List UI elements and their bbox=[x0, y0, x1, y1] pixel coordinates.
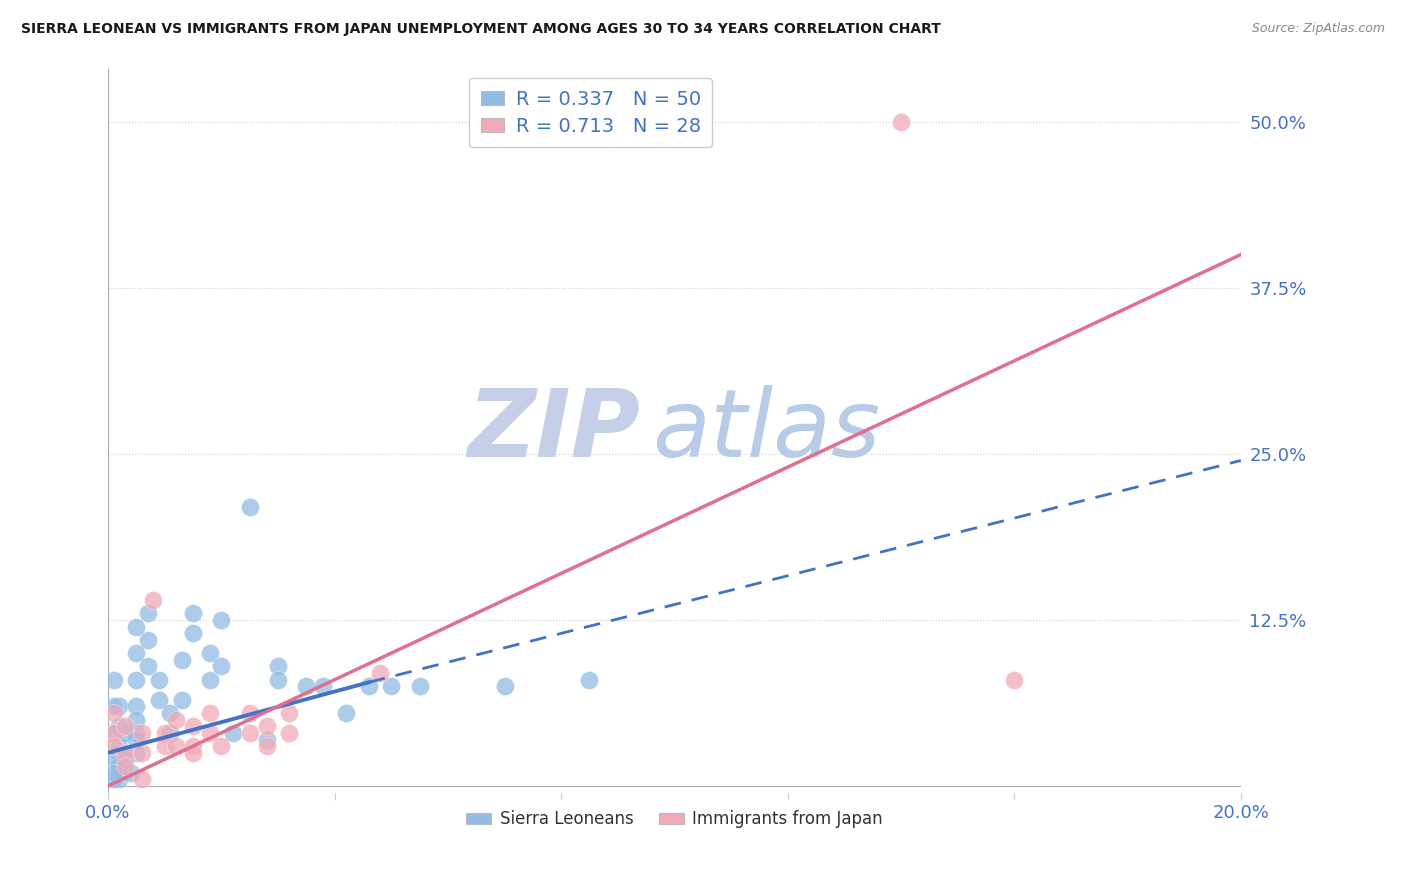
Point bbox=[209, 613, 232, 627]
Legend: Sierra Leoneans, Immigrants from Japan: Sierra Leoneans, Immigrants from Japan bbox=[460, 804, 889, 835]
Point bbox=[125, 746, 148, 760]
Point bbox=[181, 626, 204, 640]
Point bbox=[108, 772, 131, 787]
Point bbox=[181, 607, 204, 621]
Point bbox=[198, 706, 221, 720]
Point bbox=[278, 726, 301, 740]
Point bbox=[239, 500, 262, 514]
Point bbox=[108, 746, 131, 760]
Point bbox=[114, 759, 136, 773]
Point bbox=[114, 752, 136, 766]
Point bbox=[103, 765, 125, 780]
Point bbox=[125, 732, 148, 747]
Point bbox=[256, 739, 278, 753]
Point bbox=[221, 726, 243, 740]
Point bbox=[120, 765, 142, 780]
Point bbox=[136, 607, 159, 621]
Point bbox=[108, 719, 131, 733]
Point bbox=[1002, 673, 1025, 687]
Point bbox=[380, 679, 402, 693]
Text: SIERRA LEONEAN VS IMMIGRANTS FROM JAPAN UNEMPLOYMENT AMONG AGES 30 TO 34 YEARS C: SIERRA LEONEAN VS IMMIGRANTS FROM JAPAN … bbox=[21, 22, 941, 37]
Point bbox=[148, 692, 170, 706]
Point bbox=[136, 659, 159, 673]
Point bbox=[209, 739, 232, 753]
Point bbox=[125, 699, 148, 714]
Point bbox=[159, 726, 181, 740]
Text: Source: ZipAtlas.com: Source: ZipAtlas.com bbox=[1251, 22, 1385, 36]
Point bbox=[170, 653, 193, 667]
Point bbox=[103, 726, 125, 740]
Point bbox=[114, 719, 136, 733]
Point bbox=[131, 746, 153, 760]
Point bbox=[103, 772, 125, 787]
Point bbox=[125, 713, 148, 727]
Point bbox=[181, 739, 204, 753]
Point bbox=[312, 679, 335, 693]
Text: ZIP: ZIP bbox=[468, 384, 641, 476]
Point bbox=[153, 726, 176, 740]
Point bbox=[131, 772, 153, 787]
Point bbox=[890, 114, 912, 128]
Point bbox=[209, 659, 232, 673]
Point bbox=[165, 713, 187, 727]
Point bbox=[142, 593, 165, 607]
Point bbox=[114, 746, 136, 760]
Point bbox=[103, 673, 125, 687]
Point bbox=[181, 746, 204, 760]
Point bbox=[267, 659, 290, 673]
Point bbox=[125, 726, 148, 740]
Point bbox=[267, 673, 290, 687]
Point bbox=[368, 666, 391, 681]
Point bbox=[578, 673, 600, 687]
Point bbox=[278, 706, 301, 720]
Point bbox=[198, 726, 221, 740]
Point bbox=[153, 739, 176, 753]
Point bbox=[125, 673, 148, 687]
Point bbox=[198, 673, 221, 687]
Point bbox=[103, 726, 125, 740]
Point bbox=[181, 719, 204, 733]
Point bbox=[256, 719, 278, 733]
Point bbox=[159, 706, 181, 720]
Point bbox=[108, 699, 131, 714]
Point bbox=[295, 679, 318, 693]
Point bbox=[408, 679, 430, 693]
Point bbox=[125, 619, 148, 633]
Point bbox=[148, 673, 170, 687]
Point bbox=[494, 679, 516, 693]
Point bbox=[198, 646, 221, 660]
Text: atlas: atlas bbox=[652, 385, 880, 476]
Point bbox=[108, 759, 131, 773]
Point bbox=[136, 632, 159, 647]
Point bbox=[239, 706, 262, 720]
Point bbox=[131, 726, 153, 740]
Point bbox=[357, 679, 380, 693]
Point bbox=[256, 732, 278, 747]
Point bbox=[103, 739, 125, 753]
Point bbox=[108, 739, 131, 753]
Point bbox=[335, 706, 357, 720]
Point bbox=[114, 726, 136, 740]
Point bbox=[170, 692, 193, 706]
Point bbox=[103, 699, 125, 714]
Point bbox=[103, 752, 125, 766]
Point bbox=[125, 646, 148, 660]
Point bbox=[239, 726, 262, 740]
Point bbox=[103, 706, 125, 720]
Point bbox=[165, 739, 187, 753]
